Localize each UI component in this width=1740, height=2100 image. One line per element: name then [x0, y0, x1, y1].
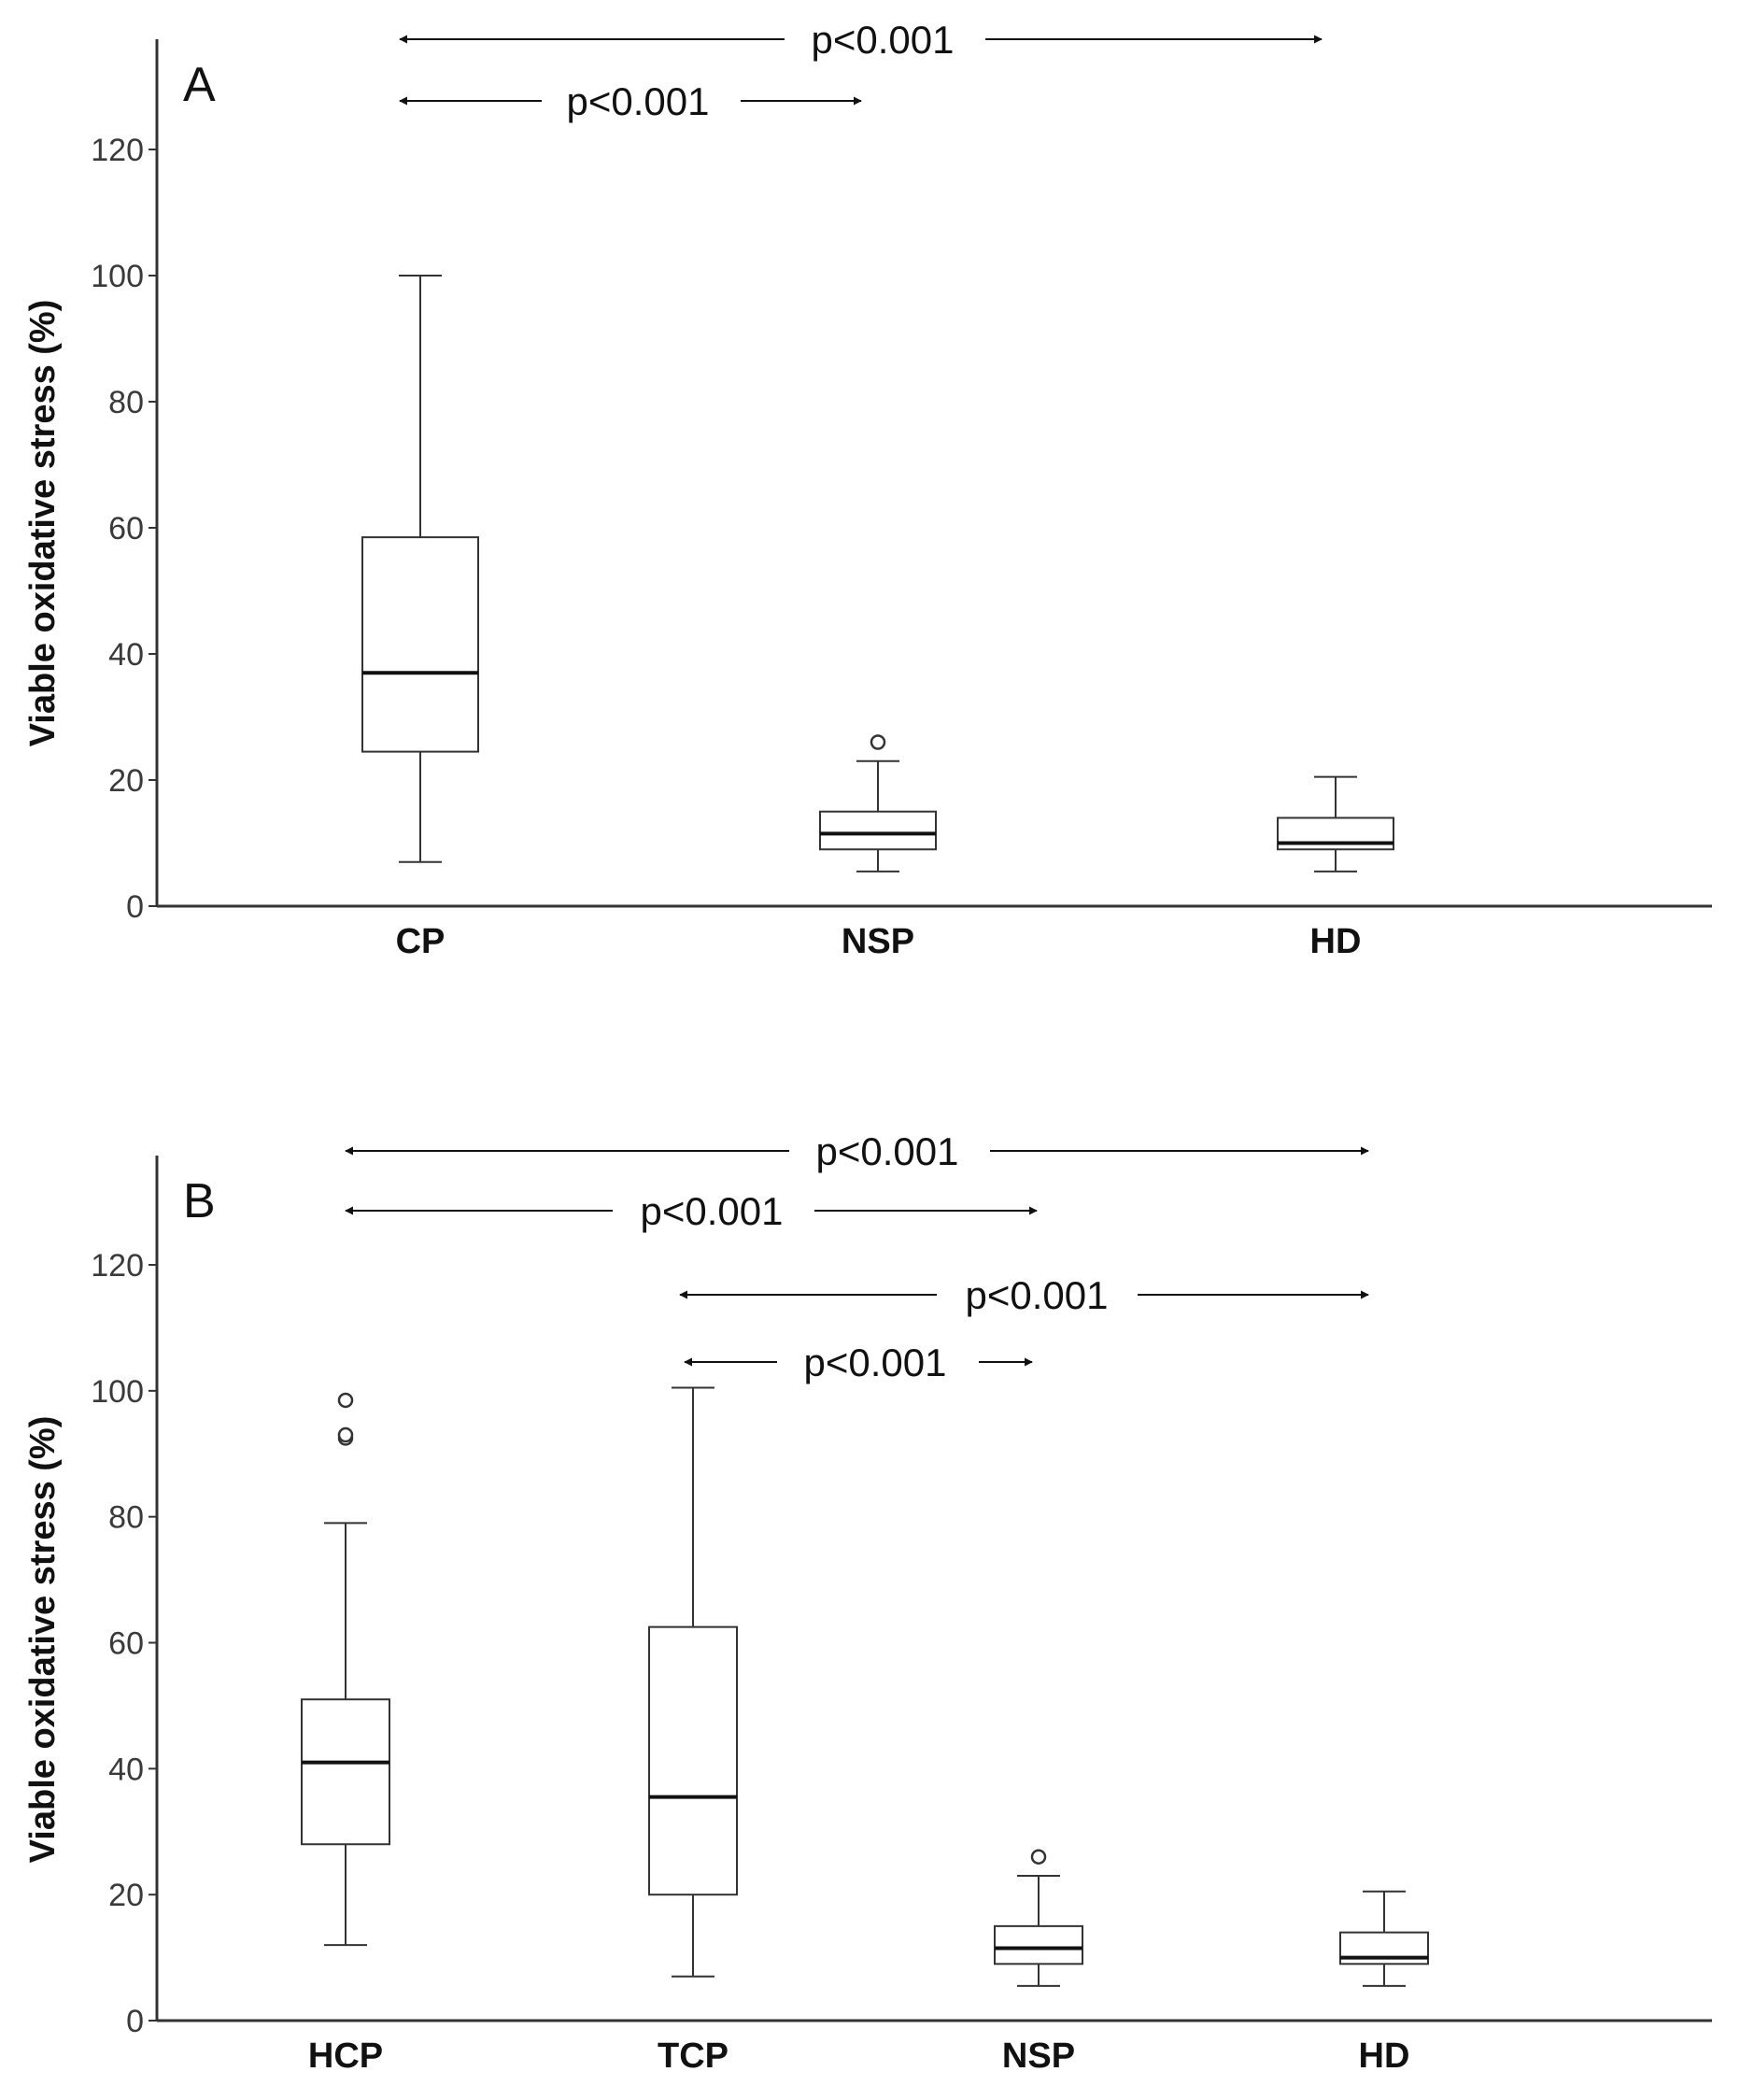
panel-a-y-tick-label: 20	[108, 763, 144, 799]
panel-a-comparison-label: p<0.001	[567, 79, 710, 123]
panel-b-comparison-label: p<0.001	[641, 1189, 784, 1233]
panel-b-x-category-label: HCP	[308, 2036, 383, 2076]
panel-a-box-nsp	[819, 810, 937, 851]
panel-b-chart: 0 20 40 60 80 100 120 Viable oxidative stress (…	[23, 1129, 1712, 2076]
panel-b-y-tick-label: 20	[108, 1878, 144, 1913]
panel-a-chart: 0 20 40 60 80 100 120 Viable oxidative stress (…	[23, 18, 1712, 961]
panel-b-y-tick-label: 0	[126, 2004, 144, 2039]
panel-b-comparison-label: p<0.001	[804, 1341, 947, 1384]
panel-a-y-tick-label: 40	[108, 637, 144, 673]
panel-b-outlier-point	[1030, 1849, 1047, 1865]
panel-a-outlier-point	[870, 734, 886, 750]
panel-b-y-tick-label: 100	[91, 1374, 144, 1410]
panel-a-y-tick-label: 80	[108, 385, 144, 420]
panel-b-x-category-label: NSP	[1002, 2036, 1075, 2076]
panel-a-x-category-label: NSP	[842, 922, 914, 961]
panel-b-box-tcp	[648, 1625, 738, 1896]
panel-b-box-nsp	[994, 1924, 1083, 1965]
panel-a-y-tick-label: 100	[91, 259, 144, 294]
panel-b-comparison-label: p<0.001	[816, 1129, 959, 1173]
panel-b-x-category-label: HD	[1359, 2036, 1410, 2076]
panel-a-x-category-label: HD	[1310, 922, 1362, 961]
panel-b-panel-label: B	[183, 1174, 216, 1228]
panel-b-outlier-point	[337, 1392, 354, 1409]
panel-b-outlier-point	[337, 1426, 354, 1443]
panel-b-comparison-label: p<0.001	[966, 1273, 1109, 1317]
panel-b-y-tick-label: 120	[91, 1248, 144, 1284]
panel-a-y-axis-label: Viable oxidative stress (%)	[23, 300, 63, 747]
panel-a-y-tick-label: 0	[126, 889, 144, 925]
panel-b-box-hcp	[301, 1698, 390, 1846]
panel-b-y-tick-label: 80	[108, 1500, 144, 1536]
panel-b-y-axis-label: Viable oxidative stress (%)	[23, 1416, 63, 1864]
panel-b-x-category-label: TCP	[658, 2036, 729, 2076]
panel-a-box-cp	[361, 536, 479, 753]
panel-a-y-tick-label: 60	[108, 511, 144, 546]
panel-b-y-tick-label: 40	[108, 1752, 144, 1787]
panel-a-comparison-label: p<0.001	[812, 18, 955, 62]
panel-a-x-category-label: CP	[396, 922, 446, 961]
panel-a-panel-label: A	[183, 58, 216, 112]
panel-b-y-tick-label: 60	[108, 1626, 144, 1662]
panel-a-y-tick-label: 120	[91, 133, 144, 168]
